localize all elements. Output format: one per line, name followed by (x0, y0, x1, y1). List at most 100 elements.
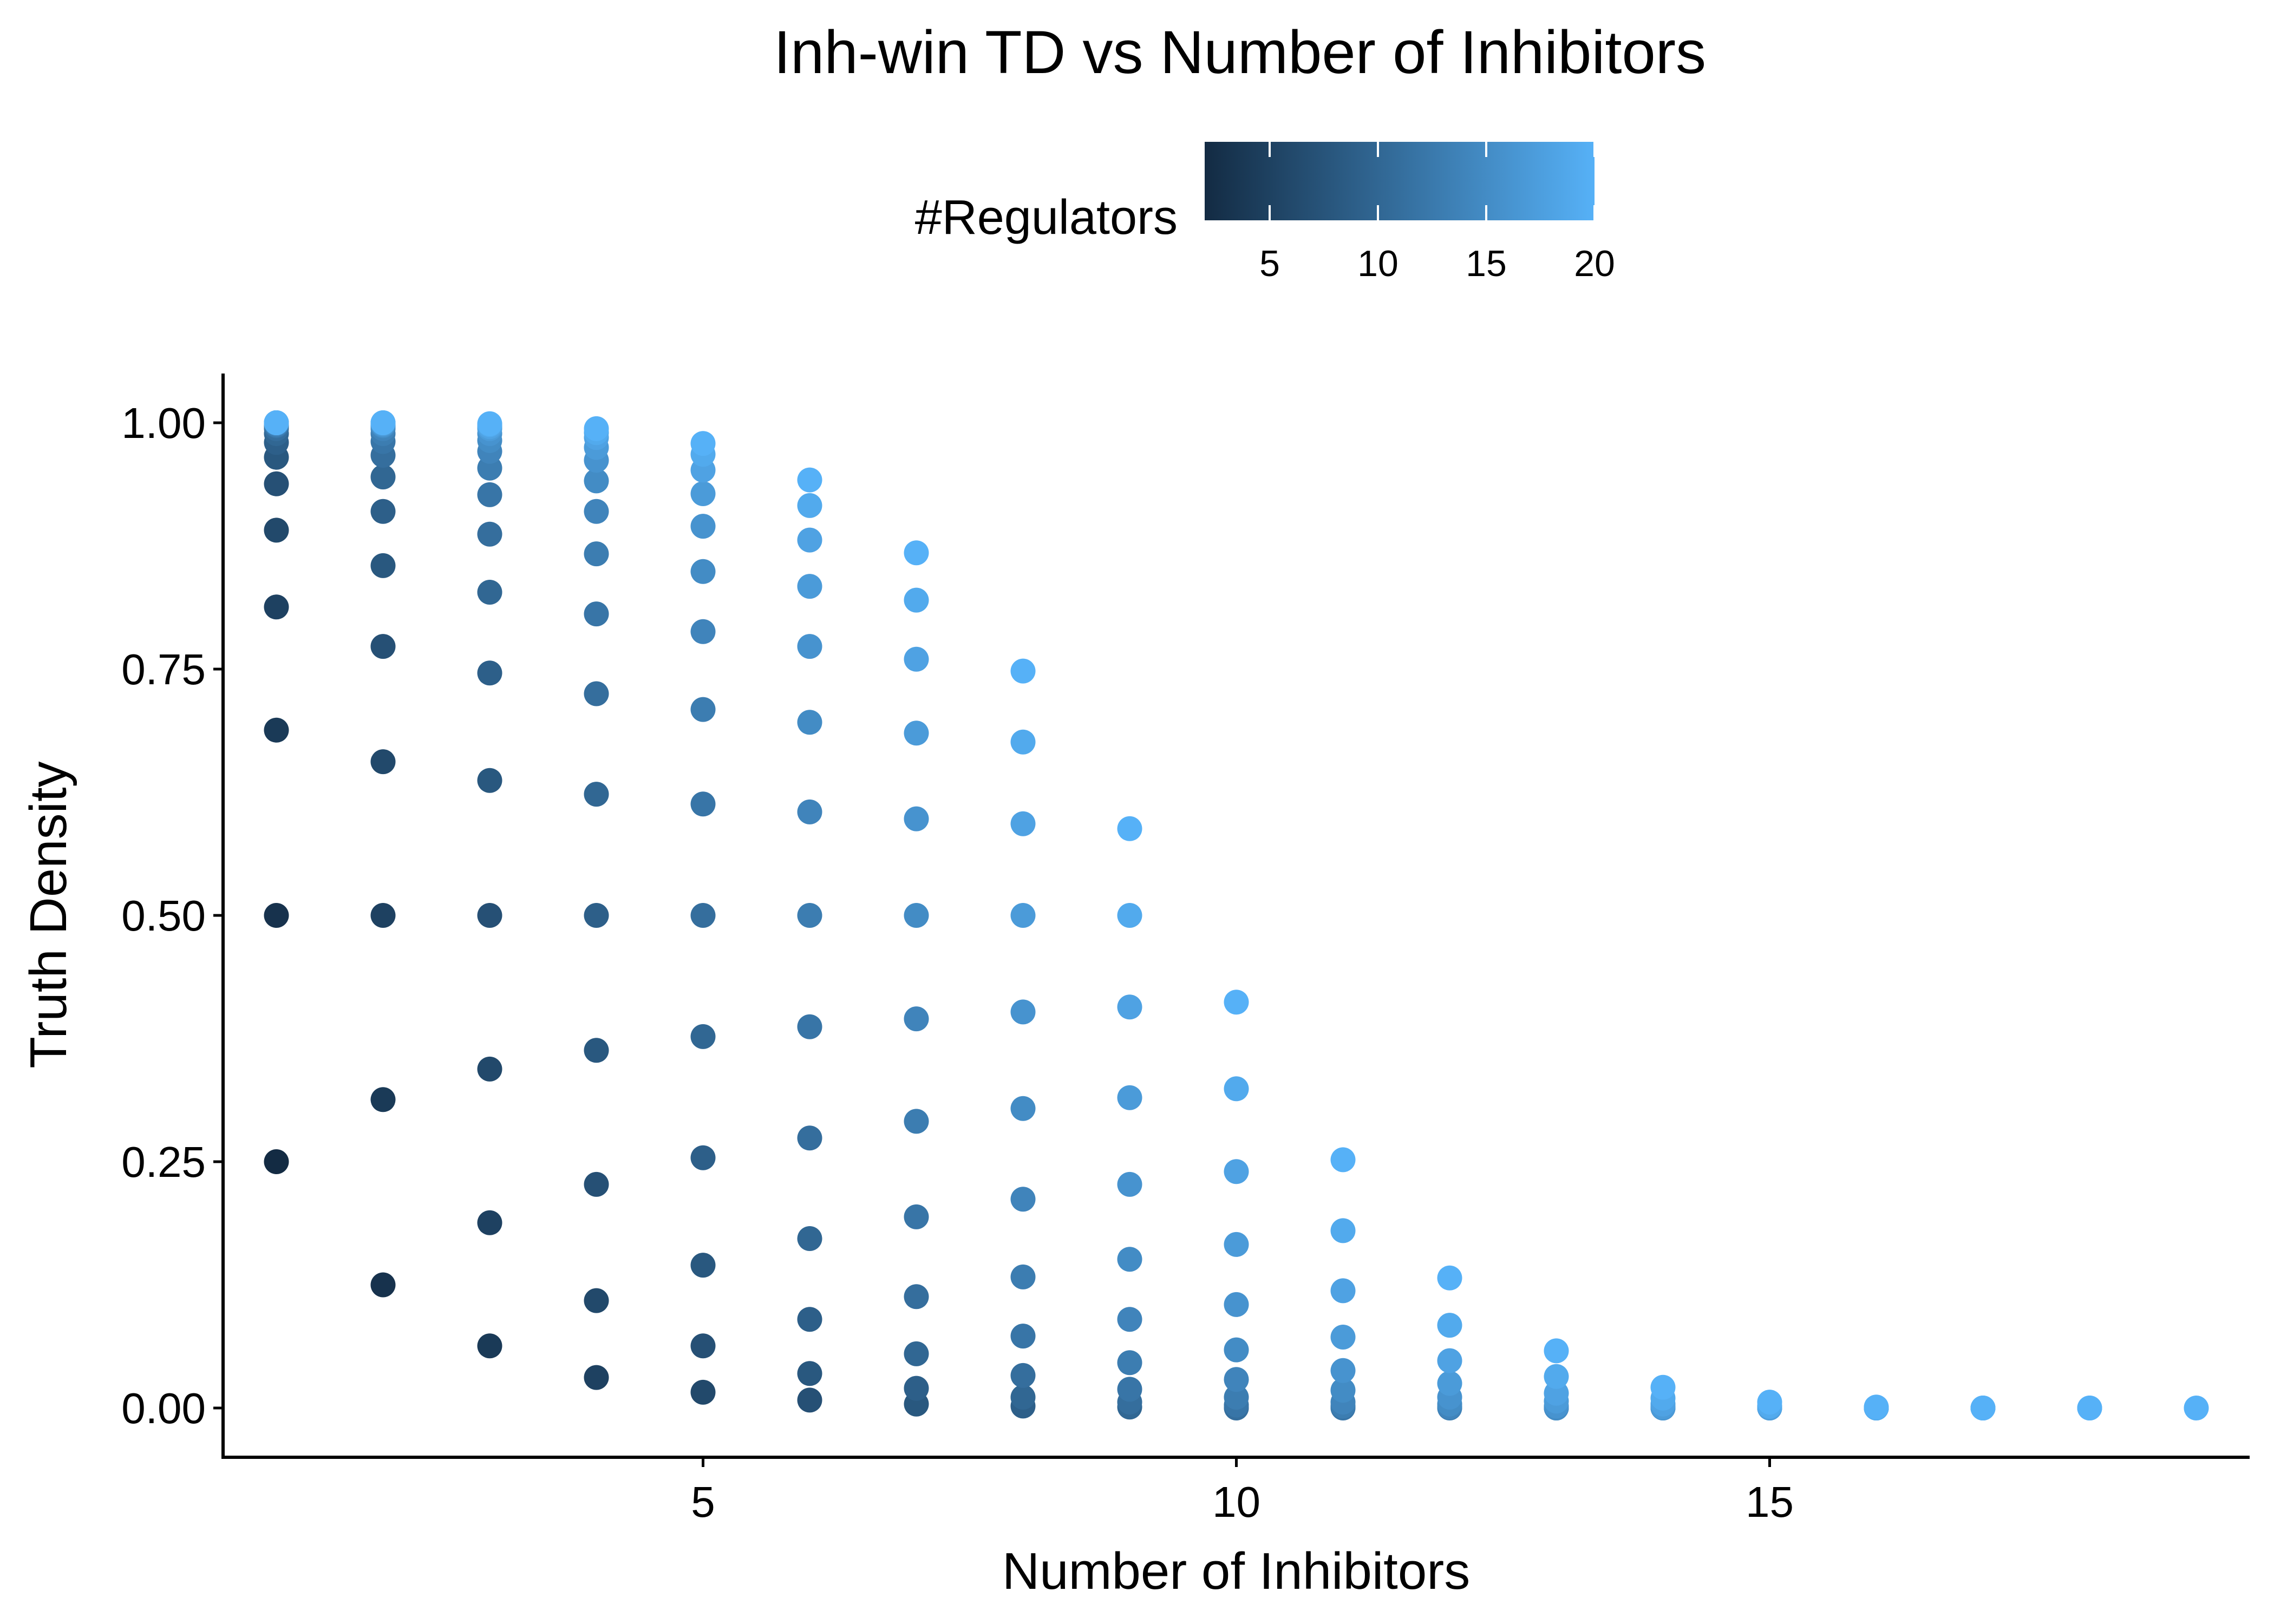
y-tick-label: 0.50 (121, 892, 206, 940)
data-point (264, 1149, 289, 1174)
data-point (1224, 990, 1249, 1015)
x-tick-label: 10 (1212, 1478, 1260, 1526)
data-point (1437, 1265, 1462, 1291)
data-point (370, 464, 396, 490)
data-point (690, 1333, 716, 1359)
data-point (264, 471, 289, 496)
data-point (1010, 903, 1036, 928)
data-point (690, 559, 716, 584)
x-axis-ticks: 5 10 15 (691, 1457, 1794, 1526)
data-point (477, 482, 502, 507)
data-point (1117, 903, 1142, 928)
y-axis-title: Truth Density (19, 761, 77, 1068)
data-point (797, 527, 822, 553)
data-point (477, 1333, 502, 1359)
data-point (690, 1145, 716, 1170)
data-point (1010, 1363, 1036, 1388)
data-points (264, 410, 2209, 1420)
data-point (584, 681, 609, 706)
data-point (797, 634, 822, 659)
colorbar-tick-label: 5 (1259, 243, 1280, 284)
data-point (904, 540, 929, 566)
data-point (1117, 1085, 1142, 1110)
data-point (477, 1056, 502, 1082)
data-point (584, 499, 609, 524)
data-point (1117, 994, 1142, 1020)
data-point (370, 903, 396, 928)
data-point (1437, 1371, 1462, 1396)
data-point (1330, 1325, 1356, 1350)
data-point (584, 782, 609, 807)
data-point (584, 1171, 609, 1197)
data-point (1117, 1350, 1142, 1376)
data-point (584, 1365, 609, 1390)
colorbar (1205, 142, 1595, 220)
data-point (1330, 1278, 1356, 1304)
data-point (370, 499, 396, 524)
data-point (477, 580, 502, 605)
data-point (904, 1341, 929, 1366)
data-point (690, 619, 716, 644)
data-point (1010, 999, 1036, 1025)
data-point (1010, 1264, 1036, 1289)
data-point (1544, 1364, 1569, 1389)
data-point (690, 1253, 716, 1278)
data-point (904, 903, 929, 928)
x-tick-label: 5 (691, 1478, 715, 1526)
data-point (797, 1307, 822, 1332)
data-point (264, 717, 289, 743)
data-point (1117, 1307, 1142, 1332)
plot-panel: 5 10 15 0.00 0.25 0.50 0.75 1.00 (121, 374, 2250, 1526)
data-point (1010, 729, 1036, 755)
data-point (1330, 1378, 1356, 1403)
data-point (370, 410, 396, 435)
data-point (690, 697, 716, 722)
data-point (797, 1014, 822, 1039)
data-point (477, 768, 502, 793)
data-point (797, 574, 822, 599)
data-point (690, 1379, 716, 1405)
data-point (2184, 1396, 2209, 1420)
data-point (690, 481, 716, 506)
data-point (584, 1038, 609, 1063)
data-point (370, 1272, 396, 1298)
data-point (370, 553, 396, 578)
colorbar-tick-label: 20 (1574, 243, 1615, 284)
data-point (1117, 1171, 1142, 1197)
data-point (584, 903, 609, 928)
data-point (2077, 1396, 2102, 1420)
data-point (1864, 1394, 1889, 1420)
data-point (1224, 1159, 1249, 1184)
data-point (1224, 1076, 1249, 1102)
data-point (904, 1284, 929, 1309)
data-point (1117, 1247, 1142, 1272)
data-point (477, 521, 502, 547)
legend-title: #Regulators (915, 191, 1178, 245)
data-point (904, 806, 929, 831)
data-point (370, 634, 396, 659)
data-point (690, 431, 716, 456)
y-tick-label: 0.00 (121, 1384, 206, 1432)
data-point (797, 1125, 822, 1151)
data-point (1010, 1096, 1036, 1121)
data-point (264, 903, 289, 928)
data-point (797, 493, 822, 518)
data-point (1544, 1338, 1569, 1364)
chart-title: Inh-win TD vs Number of Inhibitors (774, 18, 1706, 86)
colorbar-tick-label: 15 (1466, 243, 1507, 284)
data-point (797, 1387, 822, 1413)
data-point (584, 468, 609, 494)
data-point (1010, 811, 1036, 836)
data-point (370, 1087, 396, 1112)
data-point (1224, 1337, 1249, 1363)
data-point (1330, 1147, 1356, 1173)
x-tick-label: 15 (1746, 1478, 1794, 1526)
data-point (904, 1006, 929, 1032)
data-point (797, 799, 822, 824)
data-point (1437, 1348, 1462, 1373)
data-point (1757, 1390, 1782, 1415)
data-point (1330, 1358, 1356, 1383)
data-point (1224, 1385, 1249, 1410)
data-point (1010, 1187, 1036, 1212)
